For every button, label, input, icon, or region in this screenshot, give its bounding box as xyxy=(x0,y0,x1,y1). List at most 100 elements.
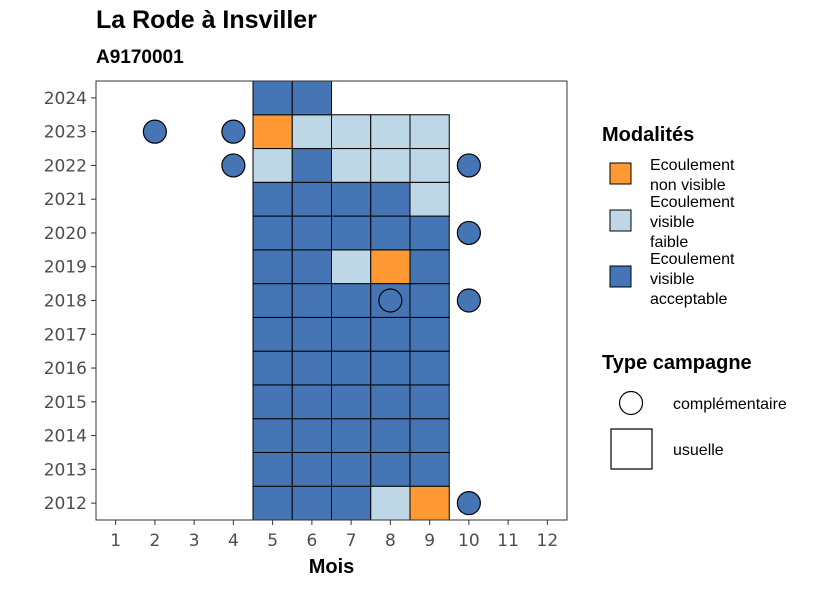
cell-2019-5 xyxy=(252,249,293,285)
cell-2014-8 xyxy=(370,418,411,453)
cell-2017-7 xyxy=(331,316,372,352)
cell-2024-6 xyxy=(291,80,332,116)
marker-2022-4 xyxy=(221,153,246,178)
y-tick-label: 2013 xyxy=(44,460,87,480)
x-tick-label: 6 xyxy=(306,531,317,551)
cell-2018-7 xyxy=(331,283,372,318)
legend-campagne-title: Type campagne xyxy=(602,352,752,374)
cell-2022-6 xyxy=(291,148,332,183)
cell-2014-5 xyxy=(252,418,293,453)
cell-2012-9 xyxy=(409,485,450,521)
legend-square-key xyxy=(610,428,653,470)
cell-2021-7 xyxy=(331,181,372,217)
marker-2020-10 xyxy=(456,220,481,246)
cell-2012-5 xyxy=(252,485,293,521)
marker-2018-10 xyxy=(456,288,481,313)
y-tick-label: 2012 xyxy=(44,494,87,514)
cell-2015-9 xyxy=(409,384,450,420)
cell-2022-5 xyxy=(252,148,293,183)
legend-modalites-title: Modalités xyxy=(602,124,694,146)
x-axis-ticks: 1 2 3 4 5 6 7 8 9 10 11 12 xyxy=(110,520,558,551)
marker-2018-8 xyxy=(378,288,403,313)
cell-2016-8 xyxy=(370,350,411,386)
y-tick-label: 2022 xyxy=(44,156,87,176)
cell-2012-7 xyxy=(331,485,372,521)
cell-2015-5 xyxy=(252,384,293,420)
cell-2018-9 xyxy=(409,283,450,318)
x-tick-label: 7 xyxy=(346,531,357,551)
cell-2012-8 xyxy=(370,485,411,521)
x-tick-label: 2 xyxy=(149,531,160,551)
legend-campagne-items: complémentaire usuelle xyxy=(610,390,787,470)
cell-2020-7 xyxy=(331,215,372,251)
legend-key-faible xyxy=(609,209,632,232)
cell-2013-6 xyxy=(291,451,332,487)
x-tick-label: 1 xyxy=(110,531,121,551)
cell-2020-9 xyxy=(409,215,450,251)
cell-2019-8 xyxy=(370,249,411,285)
cell-2014-7 xyxy=(331,418,372,453)
legend-label-acceptable: Ecoulement visible acceptable xyxy=(650,251,735,308)
cell-2016-6 xyxy=(291,350,332,386)
cell-2021-9 xyxy=(409,181,450,217)
y-tick-label: 2017 xyxy=(44,325,87,345)
x-tick-label: 12 xyxy=(537,531,559,551)
legend-label-non_visible: Ecoulement non visible xyxy=(650,157,735,194)
cell-2013-7 xyxy=(331,451,372,487)
cell-2021-6 xyxy=(291,181,332,217)
marker-2023-2 xyxy=(142,119,167,144)
x-tick-label: 5 xyxy=(267,531,278,551)
cell-2016-9 xyxy=(409,350,450,386)
y-tick-label: 2024 xyxy=(44,89,87,109)
chart-title: La Rode à Insviller xyxy=(96,6,317,34)
cell-2023-9 xyxy=(409,114,450,150)
x-tick-label: 4 xyxy=(228,531,239,551)
cell-2019-6 xyxy=(291,249,332,285)
cell-2015-8 xyxy=(370,384,411,420)
cell-2021-8 xyxy=(370,181,411,217)
cell-2017-5 xyxy=(252,316,293,352)
cell-2018-5 xyxy=(252,283,293,318)
cell-2023-7 xyxy=(331,114,372,150)
cell-2019-9 xyxy=(409,249,450,285)
x-tick-label: 8 xyxy=(385,531,396,551)
x-tick-label: 11 xyxy=(497,531,519,551)
legend-key-non_visible xyxy=(609,162,632,185)
cell-2017-6 xyxy=(291,316,332,352)
cell-2020-8 xyxy=(370,215,411,251)
cell-2015-6 xyxy=(291,384,332,420)
y-tick-label: 2015 xyxy=(44,393,87,413)
cell-2021-5 xyxy=(252,181,293,217)
cell-2018-6 xyxy=(291,283,332,318)
y-tick-label: 2020 xyxy=(44,224,87,244)
cell-2016-7 xyxy=(331,350,372,386)
y-axis-ticks: 2012 2013 2014 2015 2016 2017 2018 2019 2020 2021… xyxy=(44,89,96,514)
cell-2017-9 xyxy=(409,316,450,352)
cell-2023-6 xyxy=(291,114,332,150)
y-tick-label: 2014 xyxy=(44,427,87,447)
legend-circle-key xyxy=(618,390,644,416)
y-tick-label: 2018 xyxy=(44,292,87,312)
legend-label-faible: Ecoulement visible faible xyxy=(650,194,735,251)
cell-2013-5 xyxy=(252,451,293,487)
y-tick-label: 2016 xyxy=(44,359,87,379)
marker-2022-10 xyxy=(456,153,481,178)
cell-2015-7 xyxy=(331,384,372,420)
cell-2014-9 xyxy=(409,418,450,453)
cell-2013-9 xyxy=(409,451,450,487)
cell-2020-6 xyxy=(291,215,332,251)
cell-2017-8 xyxy=(370,316,411,352)
cell-2022-7 xyxy=(331,148,372,183)
legend-label-complementaire: complémentaire xyxy=(673,396,787,413)
x-tick-label: 9 xyxy=(424,531,435,551)
cell-2020-5 xyxy=(252,215,293,251)
cell-2023-8 xyxy=(370,114,411,150)
cell-2013-8 xyxy=(370,451,411,487)
cell-2023-5 xyxy=(252,114,293,150)
legend-label-usuelle: usuelle xyxy=(673,442,724,459)
cell-2022-9 xyxy=(409,148,450,183)
y-tick-label: 2019 xyxy=(44,258,87,278)
y-tick-label: 2023 xyxy=(44,123,87,143)
cell-2012-6 xyxy=(291,485,332,521)
